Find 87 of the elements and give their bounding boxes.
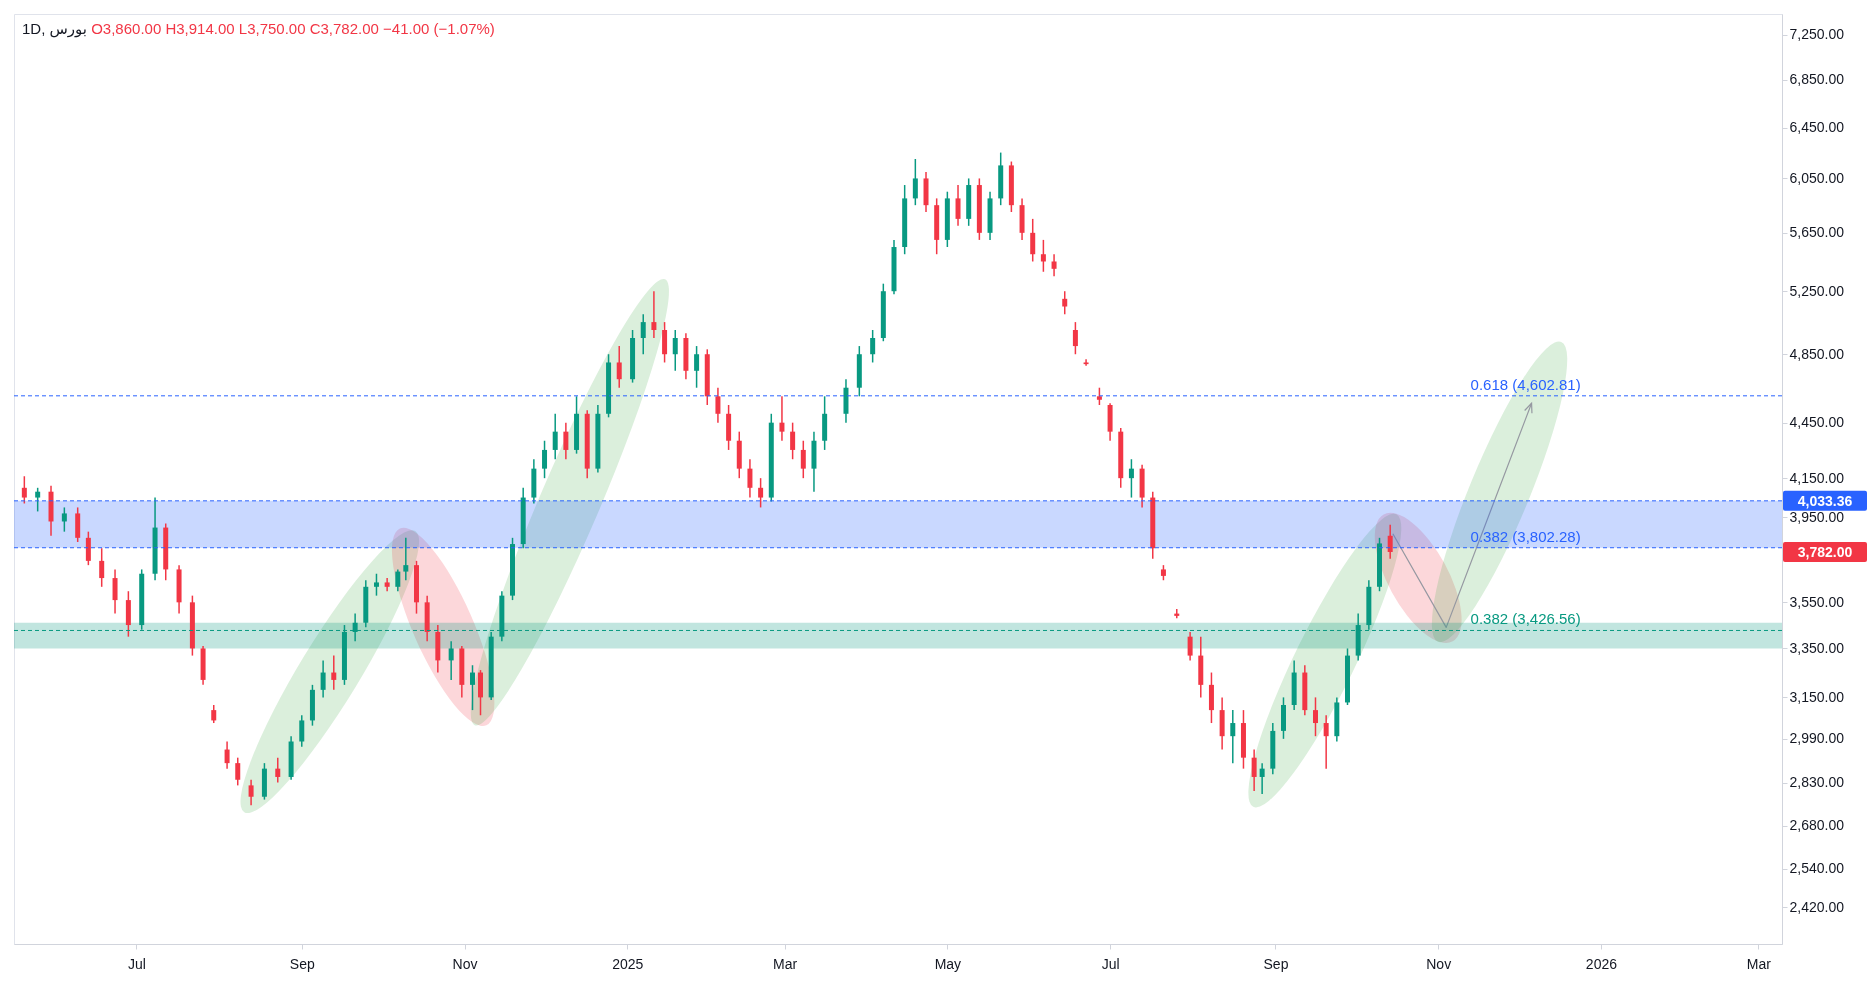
candlestick [395, 568, 401, 592]
y-tick-label: 3,950.00 [1789, 508, 1845, 525]
y-tick-label: 2,680.00 [1789, 817, 1845, 834]
ref-line-label: 0.382 (3,426.56) [1470, 610, 1581, 628]
candlestick [779, 395, 785, 442]
y-tick-label: 4,450.00 [1789, 414, 1845, 431]
candlestick [747, 458, 753, 499]
candlestick [912, 158, 918, 206]
y-tick-label: 6,450.00 [1789, 119, 1845, 136]
candlestick [1128, 458, 1134, 499]
y-tick-label: 5,250.00 [1789, 282, 1845, 299]
candlestick [99, 547, 105, 588]
candlestick [1174, 608, 1180, 619]
candlestick [640, 313, 646, 355]
y-tick-label: 6,050.00 [1789, 169, 1845, 186]
candlestick [1230, 709, 1236, 764]
y-tick-label: 2,830.00 [1789, 774, 1845, 791]
candlestick [955, 184, 961, 227]
candlestick [790, 421, 796, 460]
y-tick-label: 4,850.00 [1789, 345, 1845, 362]
candlestick [21, 475, 27, 505]
candlestick [694, 345, 700, 389]
candlestick [403, 537, 409, 581]
x-tick-label: Sep [1263, 955, 1289, 972]
text: 4,033.36 [1797, 492, 1853, 509]
candlestick [1051, 253, 1057, 277]
y-tick-label: 3,150.00 [1789, 688, 1845, 705]
candlestick [248, 779, 254, 807]
candlestick [1072, 321, 1078, 355]
candlestick [870, 329, 876, 364]
candlestick [235, 756, 241, 787]
y-tick-label: 4,150.00 [1789, 469, 1845, 486]
candlestick [672, 329, 678, 372]
candlestick [224, 740, 230, 770]
candlestick [112, 568, 118, 615]
candlestick [1323, 714, 1329, 770]
candlestick [331, 654, 337, 691]
x-tick-label: Sep [289, 955, 315, 972]
x-tick-label: 2025 [612, 955, 644, 972]
candlestick [275, 756, 281, 784]
candlestick [448, 640, 454, 681]
candlestick [542, 439, 548, 479]
candlestick [35, 487, 41, 513]
candlestick [563, 421, 569, 460]
y-tick-label: 6,850.00 [1789, 71, 1845, 88]
candlestick [800, 439, 806, 479]
candlestick [1312, 696, 1318, 737]
ref-line-label: 0.382 (3,802.28) [1470, 527, 1581, 545]
candlestick [616, 345, 622, 389]
y-tick-label: 5,650.00 [1789, 224, 1845, 241]
candlestick [1083, 358, 1089, 367]
x-tick-label: Jul [1101, 955, 1120, 972]
y-tick-label: 3,350.00 [1789, 639, 1845, 656]
text: 3,782.00 [1797, 544, 1853, 560]
candlestick [758, 477, 764, 509]
ref-line-label: 0.618 (4,602.81) [1470, 375, 1581, 393]
x-tick-label: May [934, 955, 962, 972]
y-tick-label: 2,540.00 [1789, 860, 1845, 877]
candlestick [373, 572, 379, 597]
annotation: O3,860.00 H3,914.00 L3,750.00 C3,782.00 −41.00 (−1.07%) [91, 20, 495, 37]
x-tick-label: Mar [773, 955, 798, 972]
candlestick [85, 530, 91, 566]
candlestick [1259, 762, 1265, 795]
candlestick [470, 664, 476, 711]
candlestick [61, 506, 67, 533]
candlestick [1251, 748, 1257, 792]
candlestick [320, 659, 326, 699]
y-tick-label: 7,250.00 [1789, 26, 1845, 43]
candlestick [651, 290, 657, 339]
x-tick-label: Mar [1746, 955, 1772, 972]
candlestick [552, 413, 558, 460]
candlestick [1030, 218, 1036, 263]
candlestick [715, 386, 721, 424]
candlestick [1040, 239, 1046, 273]
candlestick [1187, 631, 1193, 662]
x-tick-label: Jul [127, 955, 146, 972]
x-tick-label: 2026 [1585, 955, 1618, 972]
y-tick-label: 2,990.00 [1789, 730, 1845, 747]
candlestick [299, 714, 305, 748]
chart-title: 1D, بورس [22, 20, 92, 38]
x-tick-label: Nov [1426, 955, 1452, 972]
y-tick-label: 2,420.00 [1789, 898, 1845, 915]
x-tick-label: Nov [452, 955, 478, 972]
candlestick [211, 704, 217, 724]
y-tick-label: 3,550.00 [1789, 593, 1845, 610]
candlestick [1062, 290, 1068, 316]
candlestick [1387, 523, 1393, 560]
